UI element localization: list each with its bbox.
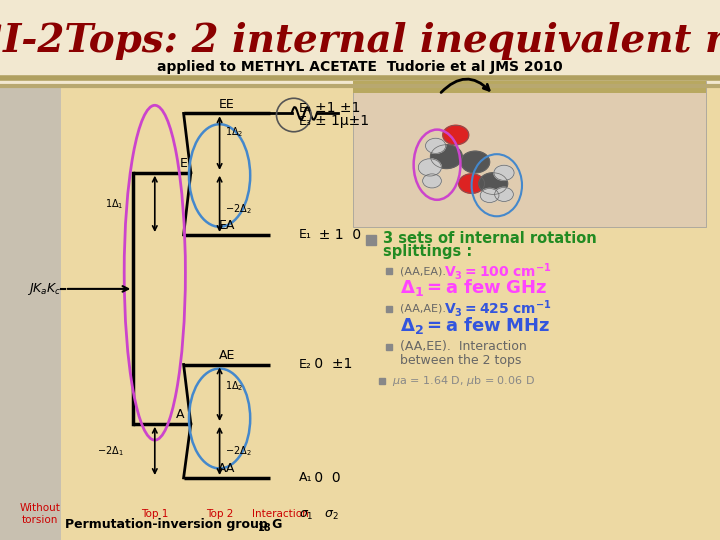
Text: $-2\Delta_2$: $-2\Delta_2$ <box>225 444 251 458</box>
Text: (AA,EE).  Interaction: (AA,EE). Interaction <box>400 340 527 353</box>
Text: $\mu$a = 1.64 D, $\mu$b = 0.06 D: $\mu$a = 1.64 D, $\mu$b = 0.06 D <box>392 374 536 388</box>
Bar <box>0 86 720 540</box>
Circle shape <box>461 151 490 173</box>
Text: A: A <box>176 408 184 421</box>
Text: EE: EE <box>219 98 235 111</box>
Circle shape <box>426 138 446 153</box>
Text: 3 sets of internal rotation: 3 sets of internal rotation <box>383 231 597 246</box>
Bar <box>0 0 720 86</box>
Text: $-2\Delta_1$: $-2\Delta_1$ <box>97 444 124 458</box>
Bar <box>0 86 61 540</box>
Text: Top 2: Top 2 <box>206 509 233 519</box>
Text: Without
torsion: Without torsion <box>19 503 60 525</box>
Text: E₃: E₃ <box>299 115 312 128</box>
Text: BELGI-2Tops: 2 internal inequivalent rotors: BELGI-2Tops: 2 internal inequivalent rot… <box>0 22 720 59</box>
Text: 18: 18 <box>258 523 271 533</box>
Text: AE: AE <box>219 349 235 362</box>
Circle shape <box>494 165 514 180</box>
Circle shape <box>418 159 441 176</box>
Text: $\mathbf{V_3 = 100\ cm^{-1}}$: $\mathbf{V_3 = 100\ cm^{-1}}$ <box>444 261 551 281</box>
Circle shape <box>443 125 469 145</box>
Text: (AA,AE).: (AA,AE). <box>400 304 454 314</box>
Text: AA: AA <box>218 462 235 475</box>
Text: E₁: E₁ <box>299 228 312 241</box>
Text: (AA,EA).: (AA,EA). <box>400 266 454 276</box>
Text: ± 1  0: ± 1 0 <box>310 228 361 242</box>
Text: ± 1μ±1: ± 1μ±1 <box>315 114 369 129</box>
Text: applied to METHYL ACETATE  Tudorie et al JMS 2010: applied to METHYL ACETATE Tudorie et al … <box>157 60 563 75</box>
Text: $1\Delta_2$: $1\Delta_2$ <box>225 125 243 139</box>
Text: Interaction: Interaction <box>253 509 309 519</box>
Text: $1\Delta_2$: $1\Delta_2$ <box>225 379 243 393</box>
Text: ±1 ±1: ±1 ±1 <box>315 101 361 115</box>
Text: EA: EA <box>219 219 235 232</box>
Text: splittings :: splittings : <box>383 244 472 259</box>
Text: E₄: E₄ <box>299 102 312 114</box>
Text: $-2\Delta_2$: $-2\Delta_2$ <box>225 202 251 216</box>
Text: $\sigma_1$   $\sigma_2$: $\sigma_1$ $\sigma_2$ <box>299 509 339 522</box>
Text: E: E <box>180 157 187 170</box>
Circle shape <box>480 188 499 202</box>
Circle shape <box>495 187 513 201</box>
Text: $\mathbf{V_3 = 425\ cm^{-1}}$: $\mathbf{V_3 = 425\ cm^{-1}}$ <box>444 299 551 319</box>
Circle shape <box>459 174 485 193</box>
Text: $\mathbf{\Delta_1 = a\ few\ GHz}$: $\mathbf{\Delta_1 = a\ few\ GHz}$ <box>400 277 548 298</box>
Text: Permutation-inversion group G: Permutation-inversion group G <box>65 518 282 531</box>
Text: A₁: A₁ <box>299 471 312 484</box>
Bar <box>353 81 706 227</box>
Circle shape <box>431 145 462 168</box>
Text: Top 1: Top 1 <box>141 509 168 519</box>
Circle shape <box>423 174 441 188</box>
Text: between the 2 tops: between the 2 tops <box>400 354 522 367</box>
Circle shape <box>479 173 508 194</box>
Bar <box>353 81 706 93</box>
Text: $1\Delta_1$: $1\Delta_1$ <box>105 197 124 211</box>
Text: 0  ±1: 0 ±1 <box>310 357 352 372</box>
Text: $JK_aK_c$: $JK_aK_c$ <box>27 281 62 297</box>
Text: E₂: E₂ <box>299 358 312 371</box>
Text: $\mathbf{\Delta_2 = a\ few\ MHz}$: $\mathbf{\Delta_2 = a\ few\ MHz}$ <box>400 315 551 335</box>
Text: 0  0: 0 0 <box>310 471 341 485</box>
